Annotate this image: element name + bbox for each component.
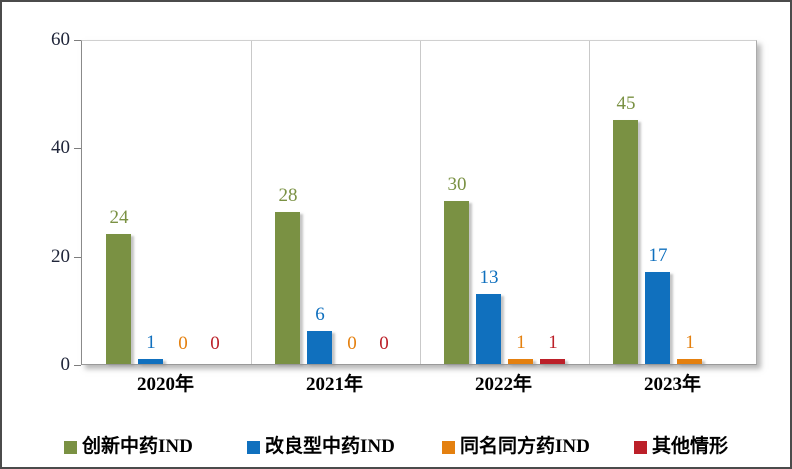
legend-swatch-icon <box>442 440 455 454</box>
bar-value-label: 45 <box>616 93 636 114</box>
y-tick-label: 20 <box>51 245 70 267</box>
bar-value-label: 1 <box>146 332 156 353</box>
bar <box>613 120 638 364</box>
category-separator <box>589 41 590 364</box>
bar-value-label: 28 <box>278 185 298 206</box>
bar <box>476 294 501 364</box>
bar-value-label: 13 <box>479 267 499 288</box>
bar-value-label: 0 <box>178 333 188 354</box>
x-axis-label: 2021年 <box>305 374 363 395</box>
legend-label: 创新中药IND <box>82 436 193 457</box>
bar-value-label: 6 <box>315 304 325 325</box>
legend-swatch-icon <box>247 440 260 454</box>
legend-item: 创新中药IND <box>64 435 193 459</box>
y-tick-label: 0 <box>60 354 71 375</box>
bar-value-label: 17 <box>648 245 668 266</box>
legend-item: 改良型中药IND <box>247 435 395 459</box>
bar-value-label: 0 <box>347 333 357 354</box>
x-axis-label: 2023年 <box>643 374 701 395</box>
y-tick-mark <box>74 365 81 366</box>
bar <box>508 359 533 364</box>
bar <box>307 331 332 364</box>
legend-label: 其他情形 <box>652 436 729 457</box>
x-axis-label: 2022年 <box>474 374 532 395</box>
bar-value-label: 0 <box>379 333 389 354</box>
legend-item: 其他情形 <box>634 435 728 459</box>
legend-label: 同名同方药IND <box>460 436 590 457</box>
y-tick-mark <box>74 257 81 258</box>
y-tick-mark <box>74 40 81 41</box>
legend-swatch-icon <box>634 440 647 454</box>
y-tick-label: 40 <box>51 137 70 159</box>
bar-value-label: 30 <box>447 174 467 195</box>
category-separator <box>420 41 421 364</box>
bar-value-label: 1 <box>516 332 526 353</box>
bar-value-label: 0 <box>210 333 220 354</box>
bar <box>540 359 565 364</box>
x-axis-label: 2020年 <box>136 374 194 395</box>
legend-label: 改良型中药IND <box>265 436 395 457</box>
bar <box>138 359 163 364</box>
legend-item: 同名同方药IND <box>442 435 590 459</box>
legend-swatch-icon <box>64 440 77 454</box>
bar <box>677 359 702 364</box>
bar <box>106 234 131 364</box>
bar <box>275 212 300 364</box>
bar <box>444 201 469 364</box>
bar-value-label: 1 <box>548 332 558 353</box>
plot-area: 24 1 0 0 28 6 0 0 30 13 1 1 45 17 1 <box>81 40 757 365</box>
y-tick-mark <box>74 148 81 149</box>
y-tick-label: 60 <box>51 29 70 50</box>
bar-value-label: 24 <box>109 207 129 228</box>
bar <box>645 272 670 364</box>
category-separator <box>251 41 252 364</box>
bar-value-label: 1 <box>685 332 695 353</box>
